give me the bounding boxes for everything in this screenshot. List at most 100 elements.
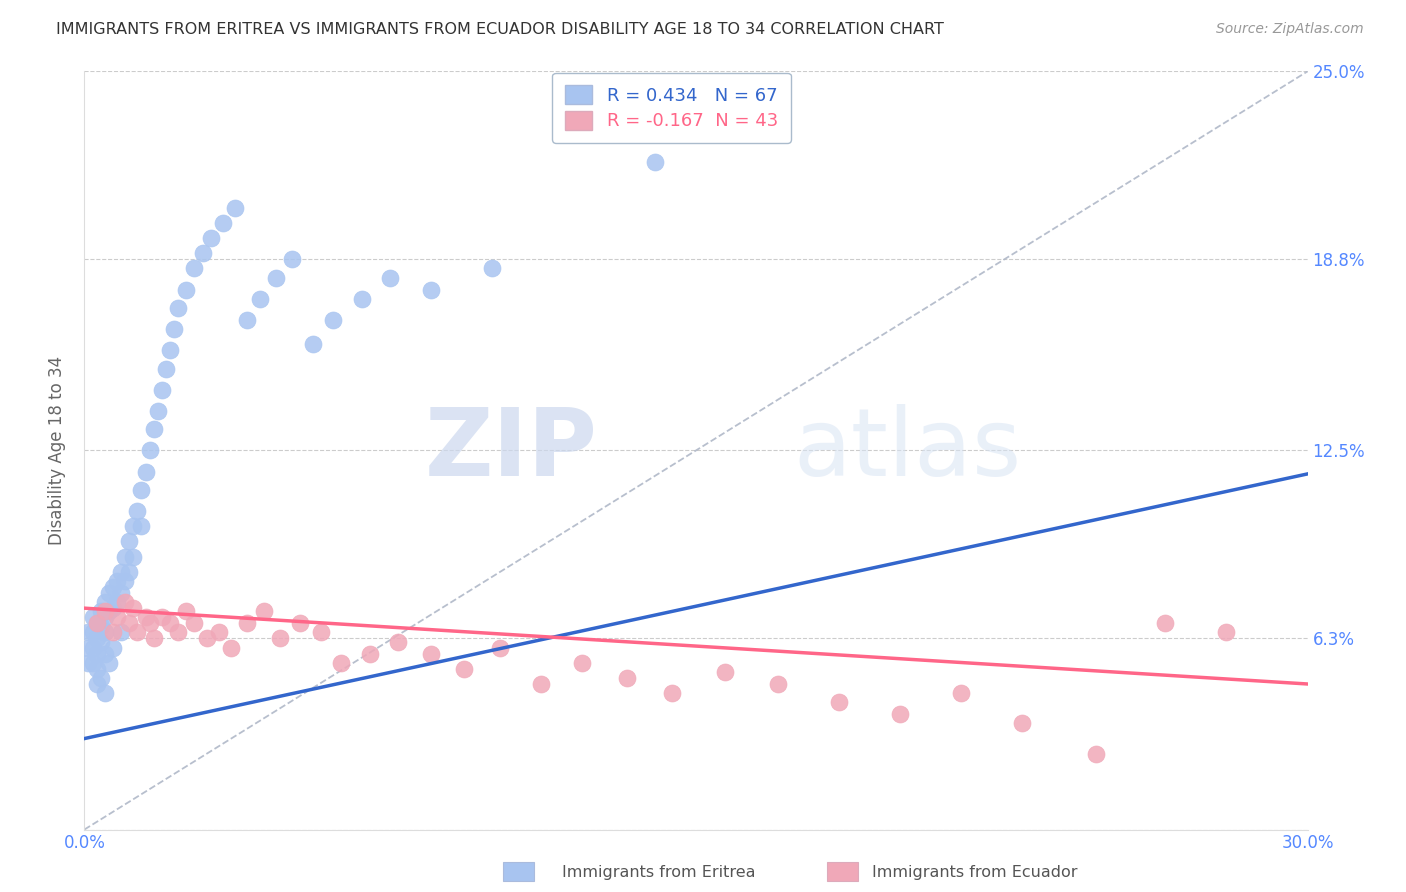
Immigrants from Eritrea xyxy=(138,443,160,458)
Immigrants from Eritrea xyxy=(200,231,222,245)
Immigrants from Ecuador xyxy=(236,616,259,631)
Immigrants from Eritrea xyxy=(163,322,186,336)
Immigrants from Eritrea xyxy=(105,574,128,588)
Immigrants from Ecuador xyxy=(359,647,381,661)
Immigrants from Eritrea xyxy=(380,270,402,285)
FancyBboxPatch shape xyxy=(503,862,534,881)
Immigrants from Eritrea xyxy=(174,283,197,297)
Immigrants from Ecuador xyxy=(195,632,218,646)
Immigrants from Eritrea xyxy=(114,574,136,588)
Immigrants from Ecuador xyxy=(1154,616,1177,631)
Immigrants from Eritrea xyxy=(420,283,443,297)
Immigrants from Ecuador xyxy=(661,686,683,700)
Immigrants from Eritrea xyxy=(122,549,145,564)
Immigrants from Eritrea xyxy=(110,586,132,600)
Immigrants from Eritrea xyxy=(264,270,287,285)
Immigrants from Eritrea xyxy=(90,634,112,648)
Immigrants from Ecuador xyxy=(118,616,141,631)
Immigrants from Eritrea xyxy=(322,313,344,327)
Immigrants from Ecuador xyxy=(269,632,291,646)
Legend: R = 0.434   N = 67, R = -0.167  N = 43: R = 0.434 N = 67, R = -0.167 N = 43 xyxy=(553,73,790,143)
Immigrants from Eritrea xyxy=(167,301,190,315)
Immigrants from Ecuador xyxy=(138,616,160,631)
Immigrants from Eritrea xyxy=(93,625,115,640)
Immigrants from Ecuador xyxy=(101,625,124,640)
Immigrants from Eritrea xyxy=(86,616,108,631)
Immigrants from Ecuador xyxy=(183,616,205,631)
Immigrants from Eritrea xyxy=(350,292,373,306)
Immigrants from Ecuador xyxy=(530,677,553,691)
Immigrants from Ecuador xyxy=(122,601,145,615)
Immigrants from Eritrea xyxy=(86,662,108,676)
Immigrants from Eritrea xyxy=(146,404,169,418)
Immigrants from Eritrea xyxy=(90,604,112,618)
Immigrants from Ecuador xyxy=(219,640,242,655)
Immigrants from Eritrea xyxy=(142,422,165,436)
Immigrants from Eritrea xyxy=(97,656,120,670)
Immigrants from Ecuador xyxy=(309,625,332,640)
Immigrants from Eritrea xyxy=(212,216,235,230)
Immigrants from Eritrea xyxy=(105,595,128,609)
Immigrants from Ecuador xyxy=(142,632,165,646)
Immigrants from Ecuador xyxy=(253,604,276,618)
Immigrants from Eritrea xyxy=(301,337,323,351)
Immigrants from Ecuador xyxy=(616,671,638,685)
Immigrants from Eritrea xyxy=(97,586,120,600)
Immigrants from Ecuador xyxy=(208,625,231,640)
Immigrants from Ecuador xyxy=(135,610,157,624)
Immigrants from Eritrea xyxy=(86,647,108,661)
Immigrants from Ecuador xyxy=(105,610,128,624)
Immigrants from Ecuador xyxy=(950,686,973,700)
Text: IMMIGRANTS FROM ERITREA VS IMMIGRANTS FROM ECUADOR DISABILITY AGE 18 TO 34 CORRE: IMMIGRANTS FROM ERITREA VS IMMIGRANTS FR… xyxy=(56,22,943,37)
Immigrants from Ecuador xyxy=(828,695,851,709)
Immigrants from Eritrea xyxy=(90,671,112,685)
Immigrants from Eritrea xyxy=(150,383,173,397)
Immigrants from Eritrea xyxy=(131,483,153,497)
Immigrants from Ecuador xyxy=(713,665,735,679)
Immigrants from Eritrea xyxy=(101,580,124,594)
Immigrants from Eritrea xyxy=(114,549,136,564)
Immigrants from Ecuador xyxy=(1215,625,1237,640)
Immigrants from Eritrea xyxy=(135,465,157,479)
Immigrants from Eritrea xyxy=(224,201,246,215)
Immigrants from Eritrea xyxy=(127,504,149,518)
Immigrants from Ecuador xyxy=(387,634,409,648)
Immigrants from Ecuador xyxy=(159,616,181,631)
Immigrants from Eritrea xyxy=(93,595,115,609)
Immigrants from Eritrea xyxy=(82,640,104,655)
Immigrants from Eritrea xyxy=(82,625,104,640)
Immigrants from Ecuador xyxy=(86,616,108,631)
Immigrants from Eritrea xyxy=(93,686,115,700)
Text: ZIP: ZIP xyxy=(425,404,598,497)
Immigrants from Eritrea xyxy=(183,261,205,276)
Immigrants from Ecuador xyxy=(1084,747,1107,761)
Immigrants from Eritrea xyxy=(118,565,141,579)
Immigrants from Eritrea xyxy=(82,610,104,624)
Immigrants from Eritrea xyxy=(122,519,145,533)
Immigrants from Eritrea xyxy=(236,313,259,327)
Text: Source: ZipAtlas.com: Source: ZipAtlas.com xyxy=(1216,22,1364,37)
Immigrants from Ecuador xyxy=(453,662,475,676)
Immigrants from Ecuador xyxy=(150,610,173,624)
Immigrants from Eritrea xyxy=(86,677,108,691)
Y-axis label: Disability Age 18 to 34: Disability Age 18 to 34 xyxy=(48,356,66,545)
Immigrants from Ecuador xyxy=(571,656,593,670)
Immigrants from Ecuador xyxy=(420,647,443,661)
Immigrants from Eritrea xyxy=(93,647,115,661)
Immigrants from Eritrea xyxy=(97,604,120,618)
Immigrants from Ecuador xyxy=(330,656,353,670)
Immigrants from Eritrea xyxy=(118,534,141,549)
Immigrants from Ecuador xyxy=(93,604,115,618)
Immigrants from Ecuador xyxy=(290,616,312,631)
Immigrants from Eritrea xyxy=(77,640,100,655)
Immigrants from Eritrea xyxy=(82,656,104,670)
Immigrants from Eritrea xyxy=(155,361,177,376)
Immigrants from Eritrea xyxy=(159,343,181,358)
Immigrants from Ecuador xyxy=(127,625,149,640)
Immigrants from Ecuador xyxy=(167,625,190,640)
Immigrants from Eritrea xyxy=(281,252,304,267)
Immigrants from Eritrea xyxy=(131,519,153,533)
Text: Immigrants from Ecuador: Immigrants from Ecuador xyxy=(872,865,1077,880)
Immigrants from Ecuador xyxy=(114,595,136,609)
Immigrants from Eritrea xyxy=(101,640,124,655)
